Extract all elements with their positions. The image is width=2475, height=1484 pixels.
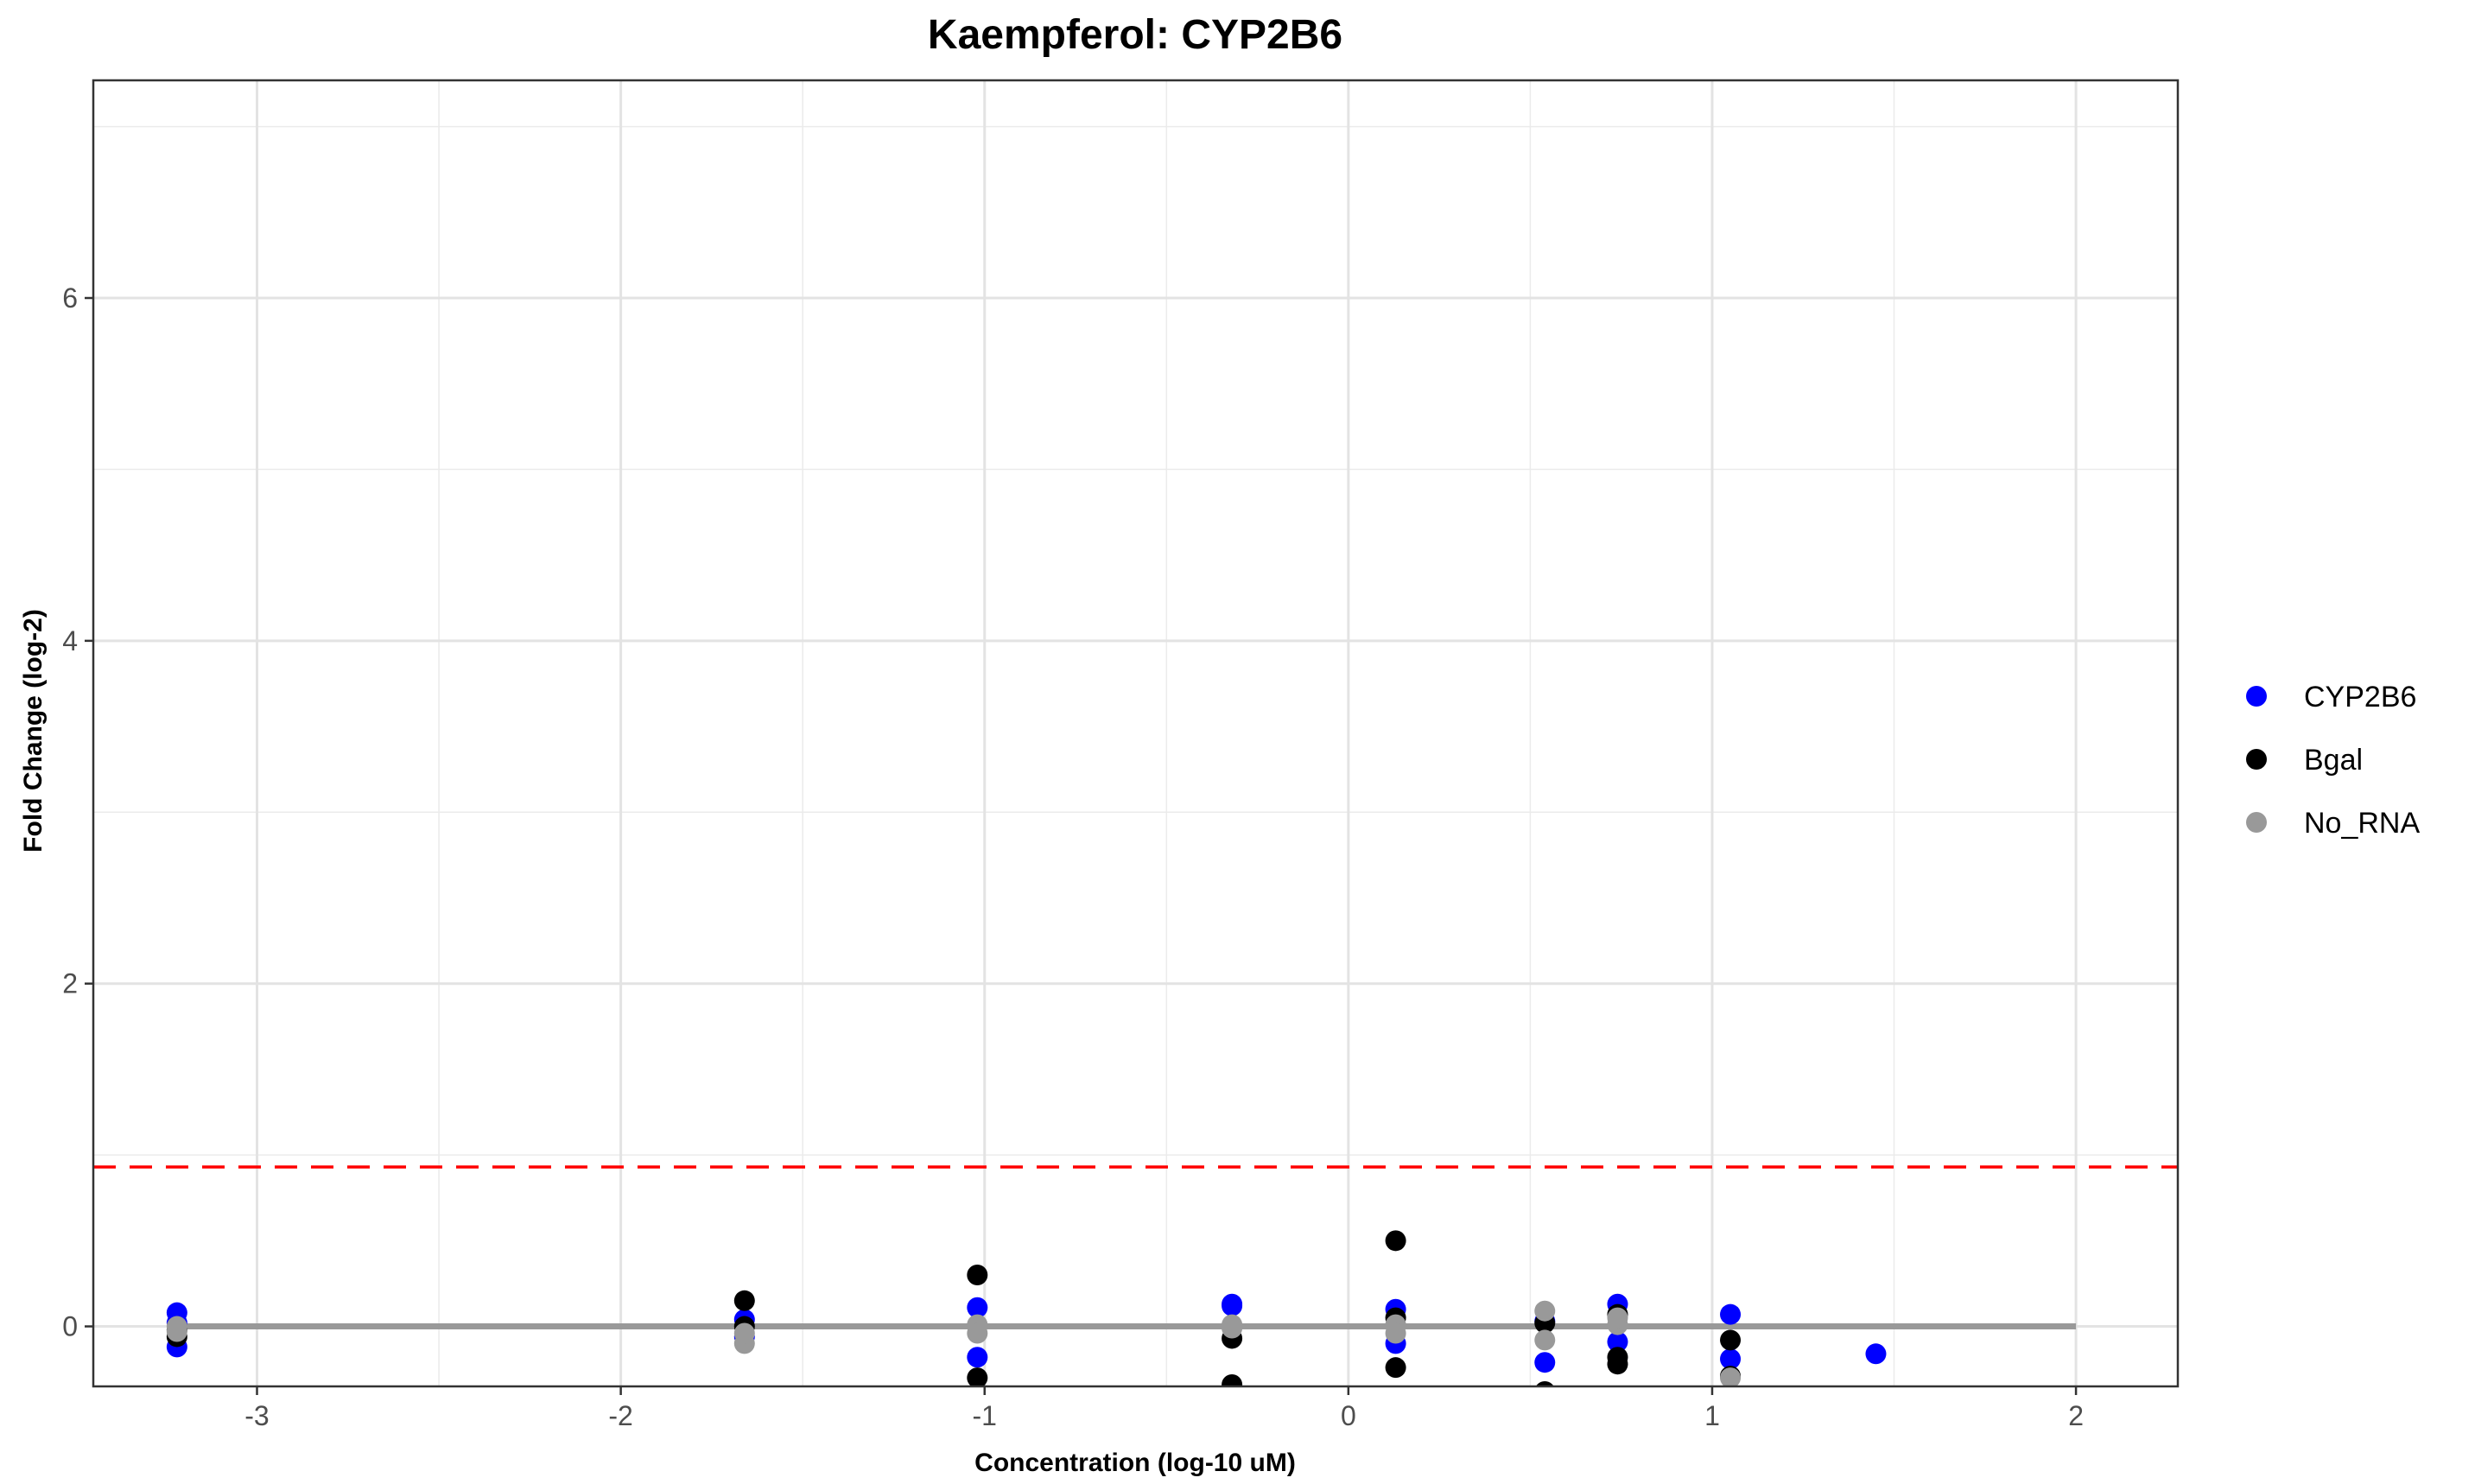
y-axis-ticks: 0 2 4 6 xyxy=(62,282,93,1342)
x-tick-label-5: 2 xyxy=(2068,1400,2084,1431)
y-tick-label-2: 4 xyxy=(62,625,78,656)
point-no-rna-1 xyxy=(166,1321,187,1342)
point-bgal-2 xyxy=(733,1290,755,1311)
point-no-rna-9 xyxy=(1385,1322,1406,1344)
point-bgal-7 xyxy=(1222,1374,1243,1386)
legend-key-no-rna xyxy=(2246,812,2267,833)
point-bgal-9 xyxy=(1385,1357,1406,1379)
point-no-rna-10 xyxy=(1534,1300,1556,1322)
y-axis-label: Fold Change (log-2) xyxy=(19,609,48,853)
legend-label-no-rna: No_RNA xyxy=(2304,807,2420,840)
point-bgal-5 xyxy=(967,1367,988,1386)
point-cyp2b6-15 xyxy=(1720,1303,1742,1325)
legend-key-cyp2b6 xyxy=(2246,686,2267,707)
legend-label-cyp2b6: CYP2B6 xyxy=(2304,681,2416,713)
point-no-rna-14 xyxy=(1720,1367,1742,1386)
x-axis-label: Concentration (log-10 uM) xyxy=(974,1449,1296,1477)
legend-key-bgal xyxy=(2246,749,2267,770)
grid xyxy=(93,80,2178,1386)
y-tick-label-0: 0 xyxy=(62,1311,78,1342)
point-bgal-12 xyxy=(1535,1380,1554,1386)
chart-title: Kaempferol: CYP2B6 xyxy=(928,12,1342,58)
point-cyp2b6-14 xyxy=(1607,1331,1628,1353)
point-no-rna-7 xyxy=(1222,1314,1243,1335)
point-cyp2b6-6 xyxy=(967,1347,988,1368)
point-cyp2b6-16 xyxy=(1720,1348,1742,1370)
point-cyp2b6-8 xyxy=(1222,1295,1243,1316)
x-tick-label-1: -2 xyxy=(608,1400,632,1431)
y-tick-label-1: 2 xyxy=(62,968,78,999)
x-tick-label-3: 0 xyxy=(1341,1400,1356,1431)
point-bgal-16 xyxy=(1720,1329,1742,1351)
point-no-rna-5 xyxy=(967,1322,988,1344)
data-points xyxy=(166,1230,1887,1386)
y-tick-label-3: 6 xyxy=(62,282,78,314)
point-bgal-4 xyxy=(967,1265,988,1286)
point-no-rna-11 xyxy=(1534,1329,1556,1351)
x-tick-label-4: 1 xyxy=(1704,1400,1720,1431)
legend-label-bgal: Bgal xyxy=(2304,744,2363,777)
legend: CYP2B6 Bgal No_RNA xyxy=(2246,681,2420,840)
plot-panel-border xyxy=(92,79,2180,1388)
x-tick-label-0: -3 xyxy=(244,1400,269,1431)
point-cyp2b6-17 xyxy=(1865,1343,1887,1365)
x-tick-label-2: -1 xyxy=(973,1400,997,1431)
point-no-rna-3 xyxy=(733,1322,755,1344)
x-axis-ticks: -3 -2 -1 0 1 2 xyxy=(244,1386,2084,1431)
point-no-rna-13 xyxy=(1607,1307,1628,1329)
point-bgal-8 xyxy=(1385,1230,1406,1252)
point-cyp2b6-5 xyxy=(967,1297,988,1318)
point-cyp2b6-11 xyxy=(1534,1352,1556,1373)
point-bgal-14 xyxy=(1607,1354,1628,1375)
